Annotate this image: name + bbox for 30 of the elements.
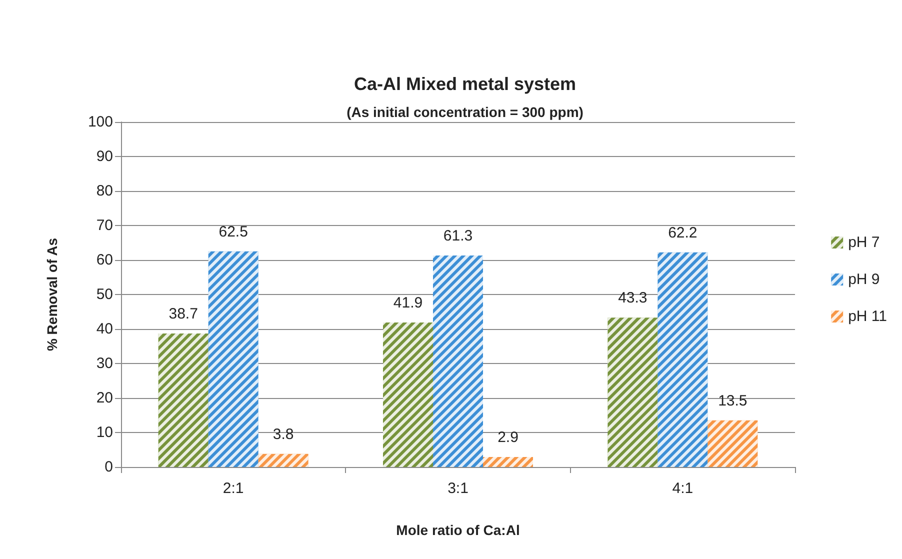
y-tick-label: 10 [96, 424, 113, 441]
y-tick-label: 20 [96, 390, 113, 406]
data-label: 43.3 [618, 290, 648, 307]
data-label: 3.8 [272, 426, 294, 443]
chart-subtitle: (As initial concentration = 300 ppm) [346, 104, 584, 120]
data-label: 41.9 [393, 294, 423, 312]
data-label: 38.7 [168, 305, 198, 322]
y-tick-label: 100 [88, 114, 113, 130]
y-tick-label: 40 [96, 320, 113, 338]
y-tick-label: 50 [96, 286, 113, 303]
y-tick-label: 30 [96, 355, 113, 372]
data-label: 62.2 [668, 224, 698, 242]
y-axis-title: % Removal of As [44, 238, 60, 352]
legend-label: pH 11 [848, 308, 888, 325]
data-label: 2.9 [498, 428, 518, 446]
x-axis-title: Mole ratio of Ca:Al [396, 522, 520, 538]
y-tick-label: 90 [96, 148, 113, 165]
x-tick-label: 4:1 [672, 480, 694, 497]
legend-label: pH 7 [848, 234, 880, 251]
x-tick-label: 3:1 [448, 480, 468, 497]
data-label: 61.3 [443, 228, 473, 245]
y-tick-label: 80 [96, 182, 113, 200]
data-label: 13.5 [718, 392, 748, 410]
legend-label: pH 9 [848, 271, 880, 288]
chart-title: Ca-Al Mixed metal system [354, 74, 576, 94]
data-label: 62.5 [218, 223, 248, 240]
y-tick-label: 70 [96, 217, 113, 234]
y-tick-label: 60 [96, 252, 113, 268]
y-tick-label: 0 [104, 458, 113, 476]
x-tick-label: 2:1 [222, 480, 244, 497]
